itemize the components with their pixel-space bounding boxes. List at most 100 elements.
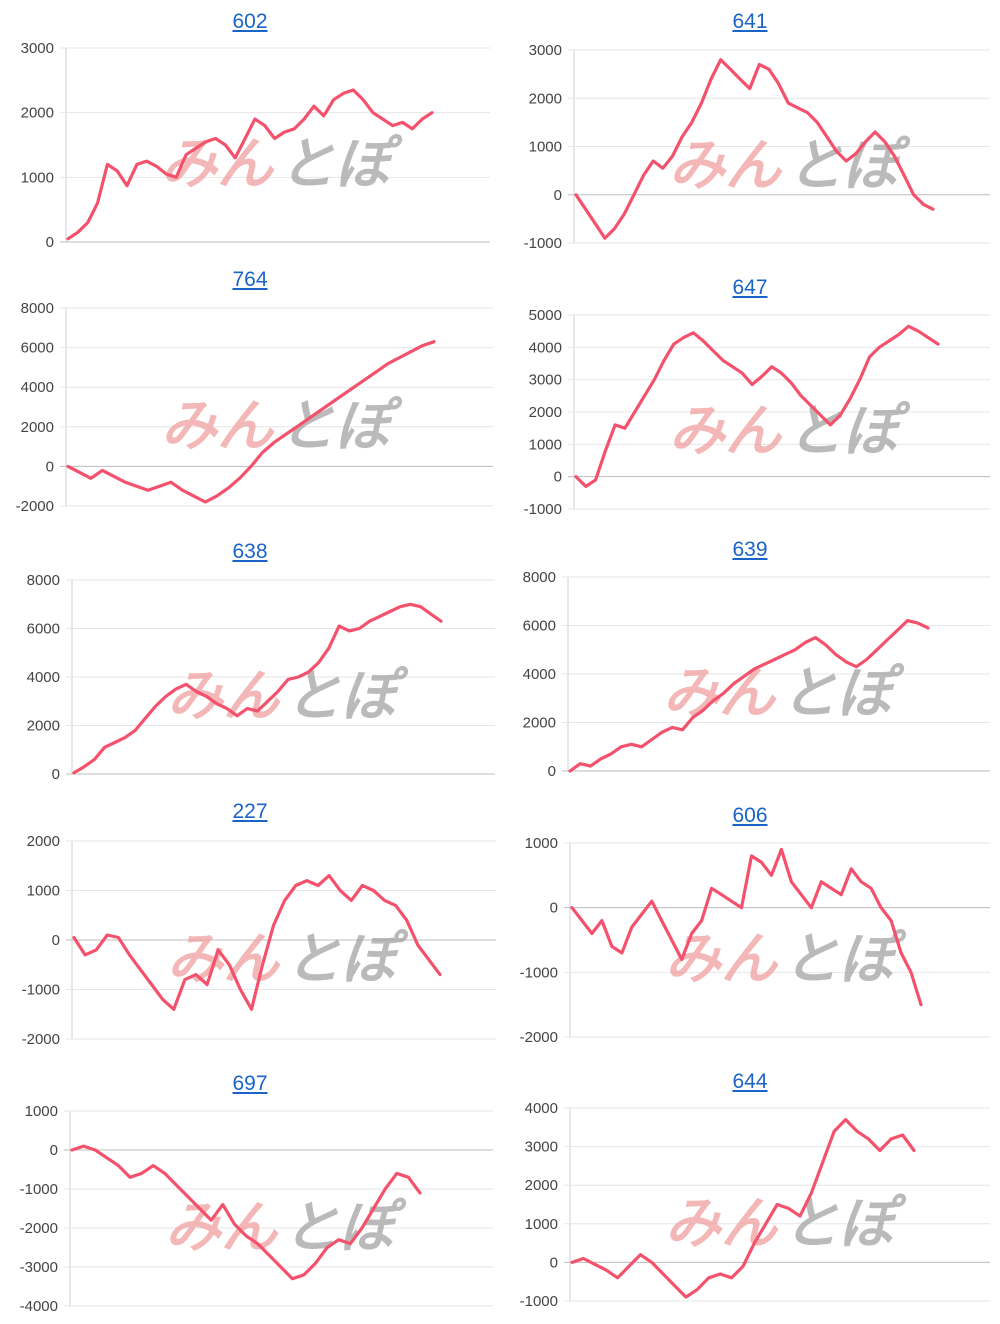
chart-panel-227: 227 -2000 -1000 0 1000 2000 みん とぽ — [0, 796, 500, 1058]
chart-title-link[interactable]: 641 — [732, 10, 768, 33]
y-tick-label: 1000 — [25, 1103, 58, 1120]
y-tick-label: 1000 — [21, 169, 54, 186]
y-tick-label: 2000 — [525, 1177, 558, 1194]
chart-panel-644: 644 -1000 0 1000 2000 3000 4000 みん とぽ — [500, 1064, 1000, 1324]
watermark-logo-part2: とぽ — [787, 399, 911, 464]
series-line — [70, 1144, 422, 1281]
chart-panel-638: 638 0 2000 4000 6000 8000 みん とぽ — [0, 530, 500, 792]
y-tick-label: 4000 — [27, 669, 60, 686]
watermark-logo-part2: とぽ — [783, 1192, 907, 1257]
y-tick-label: -1000 — [22, 982, 60, 999]
y-tick-label: 2000 — [27, 833, 60, 850]
y-tick-label: 2000 — [21, 419, 54, 436]
y-tick-label: -1000 — [524, 235, 562, 252]
chart-panel-639: 639 0 2000 4000 6000 8000 みん とぽ — [500, 530, 1000, 792]
watermark-logo-part1: みん — [665, 927, 779, 992]
y-tick-label: 4000 — [525, 1100, 558, 1117]
y-tick-label: -2000 — [20, 1220, 58, 1237]
y-tick-label: 0 — [554, 187, 562, 204]
y-tick-label: -1000 — [524, 501, 562, 518]
chart-plot: -2000 -1000 0 1000 みん とぽ — [520, 835, 990, 1046]
y-tick-label: 0 — [46, 458, 54, 475]
y-tick-label: 2000 — [523, 715, 556, 732]
y-tick-label: 1000 — [27, 883, 60, 900]
watermark-logo-part1: みん — [161, 132, 275, 197]
y-tick-label: -1000 — [20, 1181, 58, 1198]
y-tick-label: -2000 — [22, 1031, 60, 1048]
watermark-logo-part1: みん — [669, 134, 783, 199]
y-tick-label: 0 — [554, 469, 562, 486]
chart-plot: -1000 0 1000 2000 3000 4000 みん とぽ — [520, 1100, 990, 1310]
y-tick-label: 5000 — [529, 307, 562, 324]
watermark-logo-part2: とぽ — [783, 927, 907, 992]
watermark-logo-part1: みん — [161, 394, 275, 459]
y-tick-label: 3000 — [525, 1139, 558, 1156]
series-line — [72, 602, 443, 775]
y-tick-label: 3000 — [529, 372, 562, 389]
chart-plot: 0 2000 4000 6000 8000 みん とぽ — [523, 569, 990, 780]
y-tick-label: -1000 — [520, 964, 558, 981]
chart-panel-647: 647 -1000 0 1000 2000 3000 4000 5000 みん とぽ — [500, 262, 1000, 524]
watermark-logo-part2: とぽ — [283, 1196, 407, 1261]
chart-title-link[interactable]: 606 — [732, 804, 768, 827]
chart-title-link[interactable]: 227 — [232, 800, 268, 823]
series-line — [570, 847, 923, 1007]
chart-panel-606: 606 -2000 -1000 0 1000 みん とぽ — [500, 796, 1000, 1058]
y-tick-label: 0 — [52, 766, 60, 783]
series-line — [66, 88, 434, 241]
chart-panel-602: 602 0 1000 2000 3000 みん とぽ — [0, 0, 500, 260]
y-tick-label: 4000 — [523, 666, 556, 683]
series-line — [570, 1117, 916, 1299]
y-tick-label: 4000 — [529, 339, 562, 356]
watermark-logo-part2: とぽ — [781, 661, 905, 726]
y-tick-label: 1000 — [529, 436, 562, 453]
chart-title-link[interactable]: 697 — [232, 1072, 268, 1095]
chart-plot: 0 1000 2000 3000 みん とぽ — [21, 40, 490, 251]
y-tick-label: 1000 — [525, 835, 558, 852]
y-tick-label: 6000 — [27, 621, 60, 638]
chart-title-link[interactable]: 602 — [232, 10, 268, 33]
series-line — [574, 324, 940, 488]
watermark-logo-part1: みん — [665, 1192, 779, 1257]
y-tick-label: 2000 — [21, 105, 54, 122]
y-tick-label: 6000 — [21, 340, 54, 357]
chart-panel-641: 641 -1000 0 1000 2000 3000 みん とぽ — [500, 0, 1000, 260]
y-tick-label: 1000 — [525, 1216, 558, 1233]
chart-title-link[interactable]: 639 — [732, 538, 768, 561]
y-tick-label: 4000 — [21, 379, 54, 396]
y-tick-label: 0 — [50, 1142, 58, 1159]
chart-title-link[interactable]: 647 — [732, 276, 768, 299]
y-tick-label: 0 — [548, 763, 556, 780]
y-tick-label: 0 — [550, 900, 558, 917]
watermark-logo-part2: とぽ — [279, 132, 403, 197]
chart-title-link[interactable]: 764 — [232, 268, 268, 291]
watermark-logo-part1: みん — [663, 661, 777, 726]
watermark-logo-part1: みん — [669, 399, 783, 464]
watermark-logo-part2: とぽ — [787, 134, 911, 199]
y-tick-label: 8000 — [21, 300, 54, 317]
y-tick-label: -4000 — [20, 1298, 58, 1315]
series-line — [66, 340, 436, 504]
y-tick-label: -1000 — [520, 1293, 558, 1310]
y-tick-label: -3000 — [20, 1259, 58, 1276]
chart-title-link[interactable]: 638 — [232, 540, 268, 563]
y-tick-label: -2000 — [520, 1029, 558, 1046]
y-tick-label: 1000 — [529, 139, 562, 156]
y-tick-label: 2000 — [27, 718, 60, 735]
chart-title-link[interactable]: 644 — [732, 1070, 768, 1093]
y-tick-label: 8000 — [523, 569, 556, 586]
y-tick-label: 2000 — [529, 404, 562, 421]
y-tick-label: 0 — [550, 1254, 558, 1271]
chart-panel-764: 764 -2000 0 2000 4000 6000 8000 みん とぽ — [0, 262, 500, 524]
series-line — [574, 58, 935, 240]
y-tick-label: 6000 — [523, 618, 556, 635]
y-tick-label: 0 — [52, 932, 60, 949]
series-line — [568, 618, 930, 773]
y-tick-label: -2000 — [16, 498, 54, 515]
watermark-logo-part1: みん — [167, 664, 281, 729]
y-tick-label: 3000 — [21, 40, 54, 57]
